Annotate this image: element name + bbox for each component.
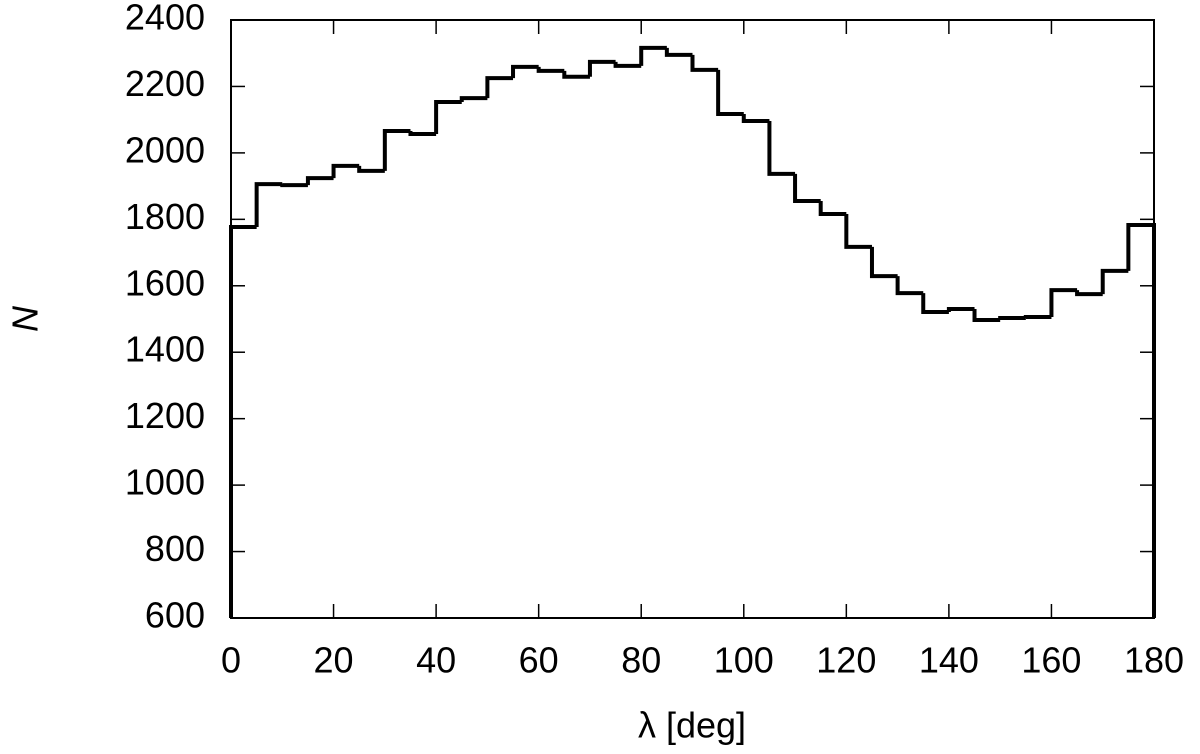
histogram-bar: [895, 276, 924, 296]
histogram-bar: [844, 214, 872, 249]
histogram-bar: [536, 66, 565, 73]
y-tick-label: 1800: [125, 196, 205, 237]
y-tick-label: 2200: [125, 63, 205, 104]
histogram-bar: [305, 176, 334, 186]
y-tick-label: 600: [145, 595, 205, 636]
histogram-bar: [998, 316, 1026, 321]
histogram-bar: [946, 307, 975, 313]
histogram-bar: [280, 183, 308, 188]
histogram-bar: [254, 182, 283, 227]
histogram-bar: [357, 165, 385, 173]
y-tick-label: 2000: [125, 129, 205, 170]
histogram-bar: [229, 224, 257, 618]
histogram-bar: [382, 128, 411, 171]
histogram-bar: [511, 64, 539, 79]
x-tick-label: 0: [221, 640, 241, 681]
y-tick-label: 800: [145, 528, 205, 569]
histogram-bar: [921, 293, 949, 315]
x-tick-label: 120: [816, 640, 876, 681]
histogram-bar: [690, 54, 719, 72]
x-tick-label: 20: [314, 640, 354, 681]
histogram-bar: [459, 96, 488, 103]
histogram-bar: [741, 114, 770, 123]
histogram-bar: [1023, 315, 1052, 320]
y-tick-label: 1600: [125, 262, 205, 303]
histogram-bar: [613, 61, 642, 68]
histogram-bar: [1126, 222, 1156, 618]
y-tick-label: 1400: [125, 329, 205, 370]
y-tick-label: 1200: [125, 395, 205, 436]
histogram-bar: [1049, 288, 1078, 318]
x-tick-label: 160: [1021, 640, 1081, 681]
histogram-bar: [869, 246, 898, 279]
histogram-bar: [818, 201, 847, 217]
x-axis-label: λ [deg]: [638, 705, 746, 746]
x-tick-label: 80: [621, 640, 661, 681]
x-tick-label: 140: [919, 640, 979, 681]
histogram-bar: [972, 309, 1001, 322]
histogram-bar: [1075, 290, 1103, 297]
histogram-bar: [767, 120, 796, 176]
histogram-bar: [485, 76, 514, 99]
y-tick-label: 2400: [125, 0, 205, 38]
histogram-bar: [793, 173, 821, 204]
x-tick-label: 100: [714, 640, 774, 681]
x-tick-label: 40: [416, 640, 456, 681]
histogram-bar: [639, 45, 667, 66]
y-axis-label: N: [5, 305, 46, 332]
histogram-bar: [331, 163, 360, 179]
histogram-bar: [434, 100, 462, 134]
x-tick-label: 60: [519, 640, 559, 681]
histogram-bar: [587, 59, 616, 77]
x-tick-label: 180: [1124, 640, 1184, 681]
histogram-bar: [716, 69, 744, 117]
histogram-bar: [664, 47, 693, 57]
y-tick-label: 1000: [125, 462, 205, 503]
histogram-bar: [1100, 268, 1129, 295]
histogram-bar: [562, 70, 590, 79]
histogram-bar: [408, 130, 437, 136]
